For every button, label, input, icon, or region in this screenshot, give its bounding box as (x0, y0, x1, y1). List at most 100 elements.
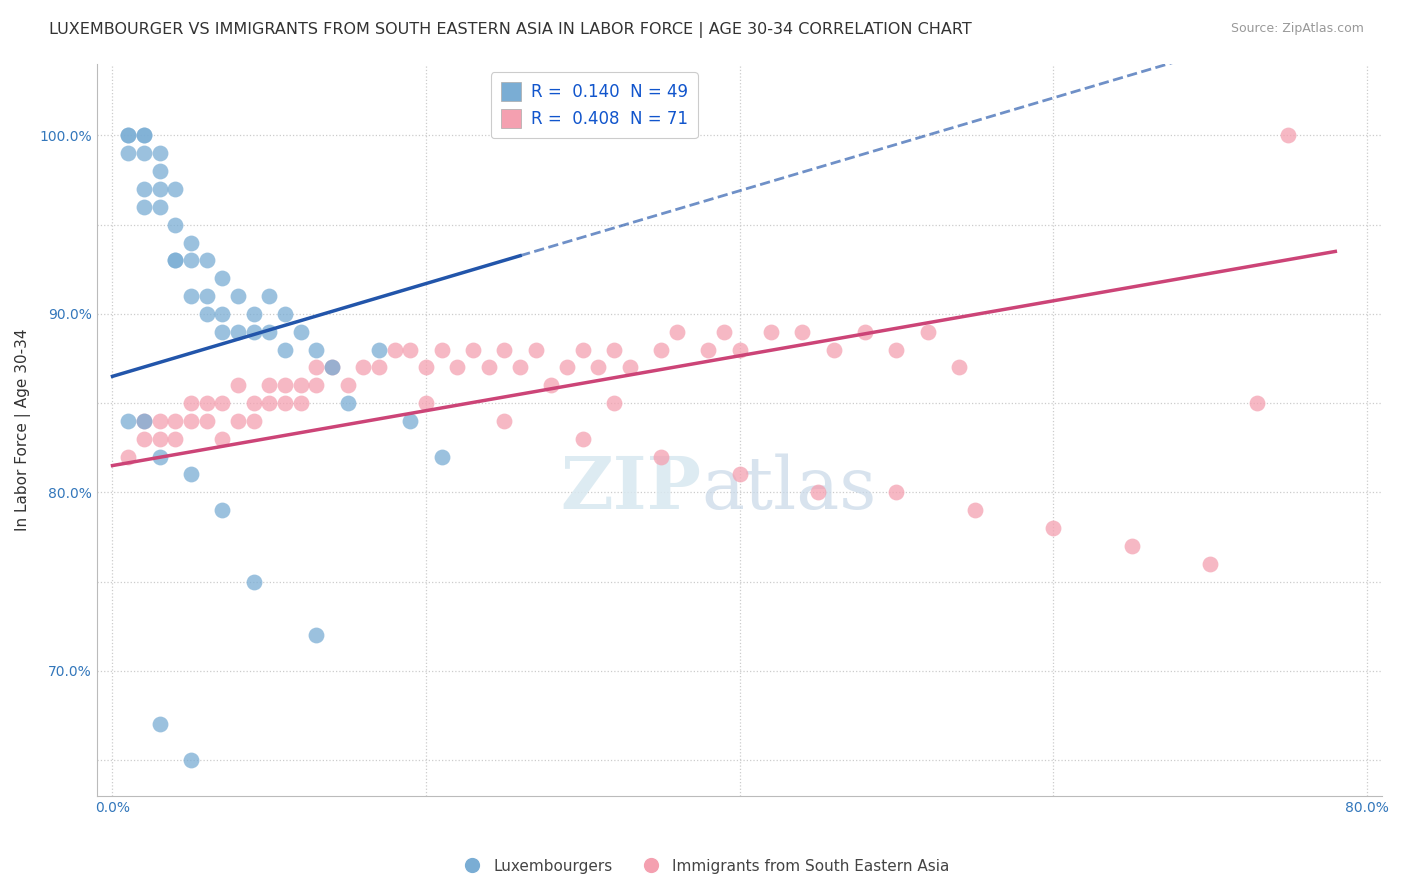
Point (274, 396, 297, 410)
Point (242, 574, 264, 589)
Point (226, 414, 249, 428)
Point (211, 503, 233, 517)
Point (195, 253, 218, 268)
Point (886, 343, 908, 357)
Point (305, 628, 328, 642)
Point (132, 128, 155, 143)
Point (963, 503, 986, 517)
Point (555, 360, 578, 375)
Point (195, 307, 218, 321)
Point (305, 343, 328, 357)
Point (242, 414, 264, 428)
Point (446, 360, 468, 375)
Point (117, 146, 139, 161)
Point (165, 253, 187, 268)
Point (352, 360, 374, 375)
Point (148, 164, 170, 178)
Point (148, 414, 170, 428)
Point (384, 343, 406, 357)
Point (180, 467, 202, 482)
Point (948, 360, 970, 375)
Y-axis label: In Labor Force | Age 30-34: In Labor Force | Age 30-34 (15, 328, 31, 531)
Point (399, 414, 422, 428)
Point (886, 485, 908, 500)
Point (242, 396, 264, 410)
Point (180, 414, 202, 428)
Point (430, 450, 453, 464)
Point (461, 343, 484, 357)
Point (180, 253, 202, 268)
Point (603, 396, 626, 410)
Point (274, 343, 297, 357)
Point (759, 325, 782, 339)
Text: atlas: atlas (702, 453, 876, 524)
Point (336, 396, 359, 410)
Legend: Luxembourgers, Immigrants from South Eastern Asia: Luxembourgers, Immigrants from South Eas… (450, 853, 956, 880)
Point (211, 271, 233, 285)
Point (1042, 521, 1064, 535)
Point (665, 325, 688, 339)
Point (195, 414, 218, 428)
Legend: R =  0.140  N = 49, R =  0.408  N = 71: R = 0.140 N = 49, R = 0.408 N = 71 (491, 72, 697, 138)
Point (148, 717, 170, 731)
Point (148, 450, 170, 464)
Point (148, 182, 170, 196)
Point (165, 218, 187, 232)
Point (588, 360, 610, 375)
Point (180, 289, 202, 303)
Point (728, 467, 751, 482)
Point (917, 325, 939, 339)
Text: ZIP: ZIP (560, 453, 702, 524)
Point (132, 414, 155, 428)
Point (650, 450, 672, 464)
Point (148, 200, 170, 214)
Point (242, 325, 264, 339)
Point (259, 325, 281, 339)
Point (132, 146, 155, 161)
Point (242, 307, 264, 321)
Point (274, 307, 297, 321)
Point (305, 378, 328, 392)
Point (290, 325, 312, 339)
Point (226, 378, 249, 392)
Point (650, 343, 672, 357)
Point (117, 450, 139, 464)
Point (415, 360, 437, 375)
Point (132, 432, 155, 446)
Point (117, 414, 139, 428)
Text: Source: ZipAtlas.com: Source: ZipAtlas.com (1230, 22, 1364, 36)
Point (1121, 539, 1143, 553)
Point (305, 360, 328, 375)
Point (290, 378, 312, 392)
Point (540, 378, 562, 392)
Point (211, 396, 233, 410)
Point (165, 414, 187, 428)
Point (494, 343, 516, 357)
Point (572, 432, 595, 446)
Point (226, 289, 249, 303)
Point (1246, 396, 1268, 410)
Point (132, 182, 155, 196)
Point (603, 343, 626, 357)
Point (259, 396, 281, 410)
Point (572, 343, 595, 357)
Point (290, 396, 312, 410)
Point (211, 307, 233, 321)
Point (619, 360, 641, 375)
Point (1199, 557, 1222, 571)
Point (430, 343, 453, 357)
Point (165, 253, 187, 268)
Point (259, 289, 281, 303)
Point (195, 396, 218, 410)
Point (132, 414, 155, 428)
Point (132, 128, 155, 143)
Point (132, 200, 155, 214)
Point (180, 235, 202, 250)
Point (853, 325, 876, 339)
Point (165, 432, 187, 446)
Point (823, 343, 845, 357)
Point (211, 432, 233, 446)
Point (1277, 128, 1299, 143)
Point (524, 343, 547, 357)
Point (713, 325, 735, 339)
